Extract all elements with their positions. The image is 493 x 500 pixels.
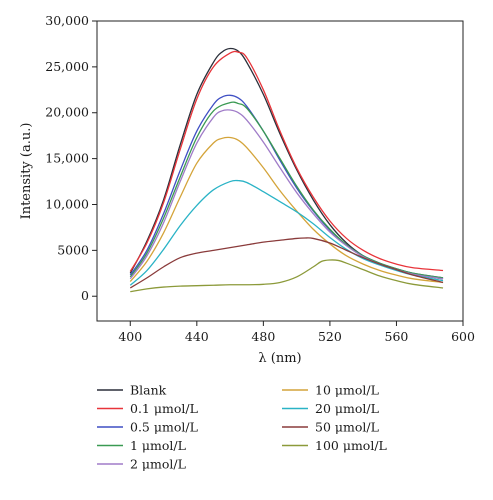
y-tick-label: 5000 [57, 242, 89, 257]
series-line-7 [129, 179, 444, 286]
legend-label: 2 μmol/L [130, 457, 186, 472]
y-tick-label: 20,000 [45, 105, 89, 120]
plot-area [96, 20, 464, 322]
legend-label: 0.1 μmol/L [130, 401, 198, 416]
y-tick-label: 25,000 [45, 59, 89, 74]
x-tick-label: 480 [251, 329, 275, 344]
legend-label: Blank [130, 383, 167, 398]
series-line-6 [129, 136, 444, 284]
y-axis-title: Intensity (a.u.) [19, 123, 34, 220]
y-tick-label: 15,000 [45, 151, 89, 166]
x-tick-label: 600 [451, 329, 475, 344]
x-axis-title: λ (nm) [258, 351, 301, 366]
y-tick-label: 0 [81, 288, 89, 303]
legend-label: 50 μmol/L [315, 420, 379, 435]
x-tick-label: 400 [118, 329, 142, 344]
series-lines [129, 47, 444, 293]
x-tick-label: 560 [385, 329, 409, 344]
legend-label: 100 μmol/L [315, 438, 387, 453]
series-line-4 [129, 101, 444, 279]
series-line-8 [129, 237, 444, 289]
legend-label: 1 μmol/L [130, 438, 186, 453]
y-tick-label: 30,000 [45, 13, 89, 28]
legend-label: 10 μmol/L [315, 383, 379, 398]
series-line-2 [129, 50, 444, 272]
x-axis: 400 440 480 520 560 600 [118, 321, 475, 344]
legend-label: 0.5 μmol/L [130, 420, 198, 435]
y-tick-label: 10,000 [45, 196, 89, 211]
x-tick-label: 440 [185, 329, 209, 344]
series-line-9 [130, 259, 444, 293]
legend-label: 20 μmol/L [315, 401, 379, 416]
legend: Blank 0.1 μmol/L 0.5 μmol/L 1 μmol/L 2 μmol/… [97, 383, 387, 472]
y-axis: 0 5000 10,000 15,000 20,000 25,000 30,000 [45, 13, 97, 303]
x-tick-label: 520 [318, 329, 342, 344]
